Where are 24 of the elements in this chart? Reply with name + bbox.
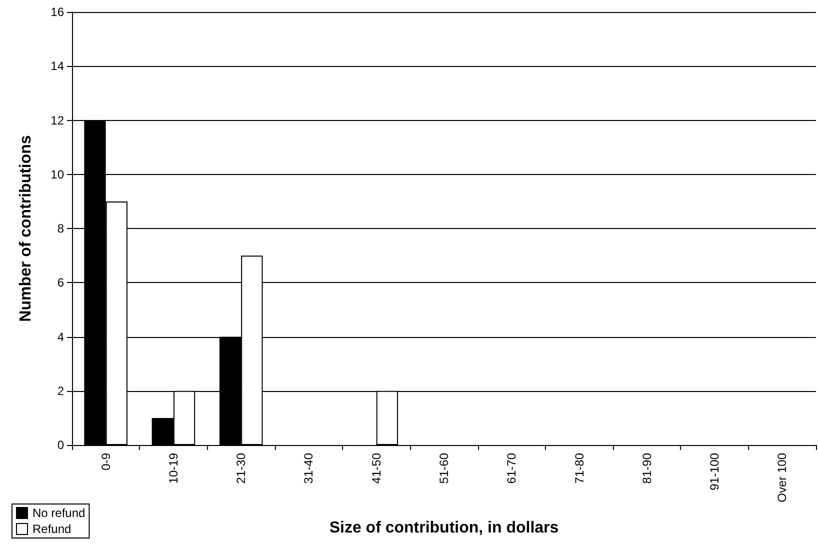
x-tick-label: 10-19	[166, 452, 180, 484]
y-tick-label: 10	[50, 167, 64, 182]
x-tick-label: 0-9	[98, 452, 113, 470]
x-tick-label: 81-90	[640, 452, 654, 484]
x-tick-label: 31-40	[302, 452, 316, 484]
y-tick-label: 12	[50, 113, 64, 128]
y-tick-label: 2	[57, 384, 64, 398]
x-tick-label: 51-60	[437, 452, 451, 484]
x-axis-title: Size of contribution, in dollars	[329, 520, 559, 536]
y-tick-label: 14	[50, 59, 64, 74]
legend-label: Refund	[32, 522, 72, 536]
y-tick-label: 8	[57, 222, 64, 236]
y-tick-label: 6	[57, 276, 64, 290]
x-tick-label: 71-80	[572, 452, 586, 484]
x-tick-label: Over 100	[775, 452, 790, 502]
x-tick-label: 61-70	[504, 452, 519, 484]
x-tick-label: 91-100	[708, 452, 722, 490]
y-tick-label: 0	[57, 438, 64, 452]
x-tick-label: 41-50	[369, 452, 384, 484]
y-tick-label: 16	[50, 5, 64, 19]
y-axis-title: Number of contributions	[18, 135, 34, 322]
legend-label: No refund	[32, 506, 86, 520]
y-tick-label: 4	[57, 330, 64, 344]
x-tick-label: 21-30	[234, 452, 248, 484]
